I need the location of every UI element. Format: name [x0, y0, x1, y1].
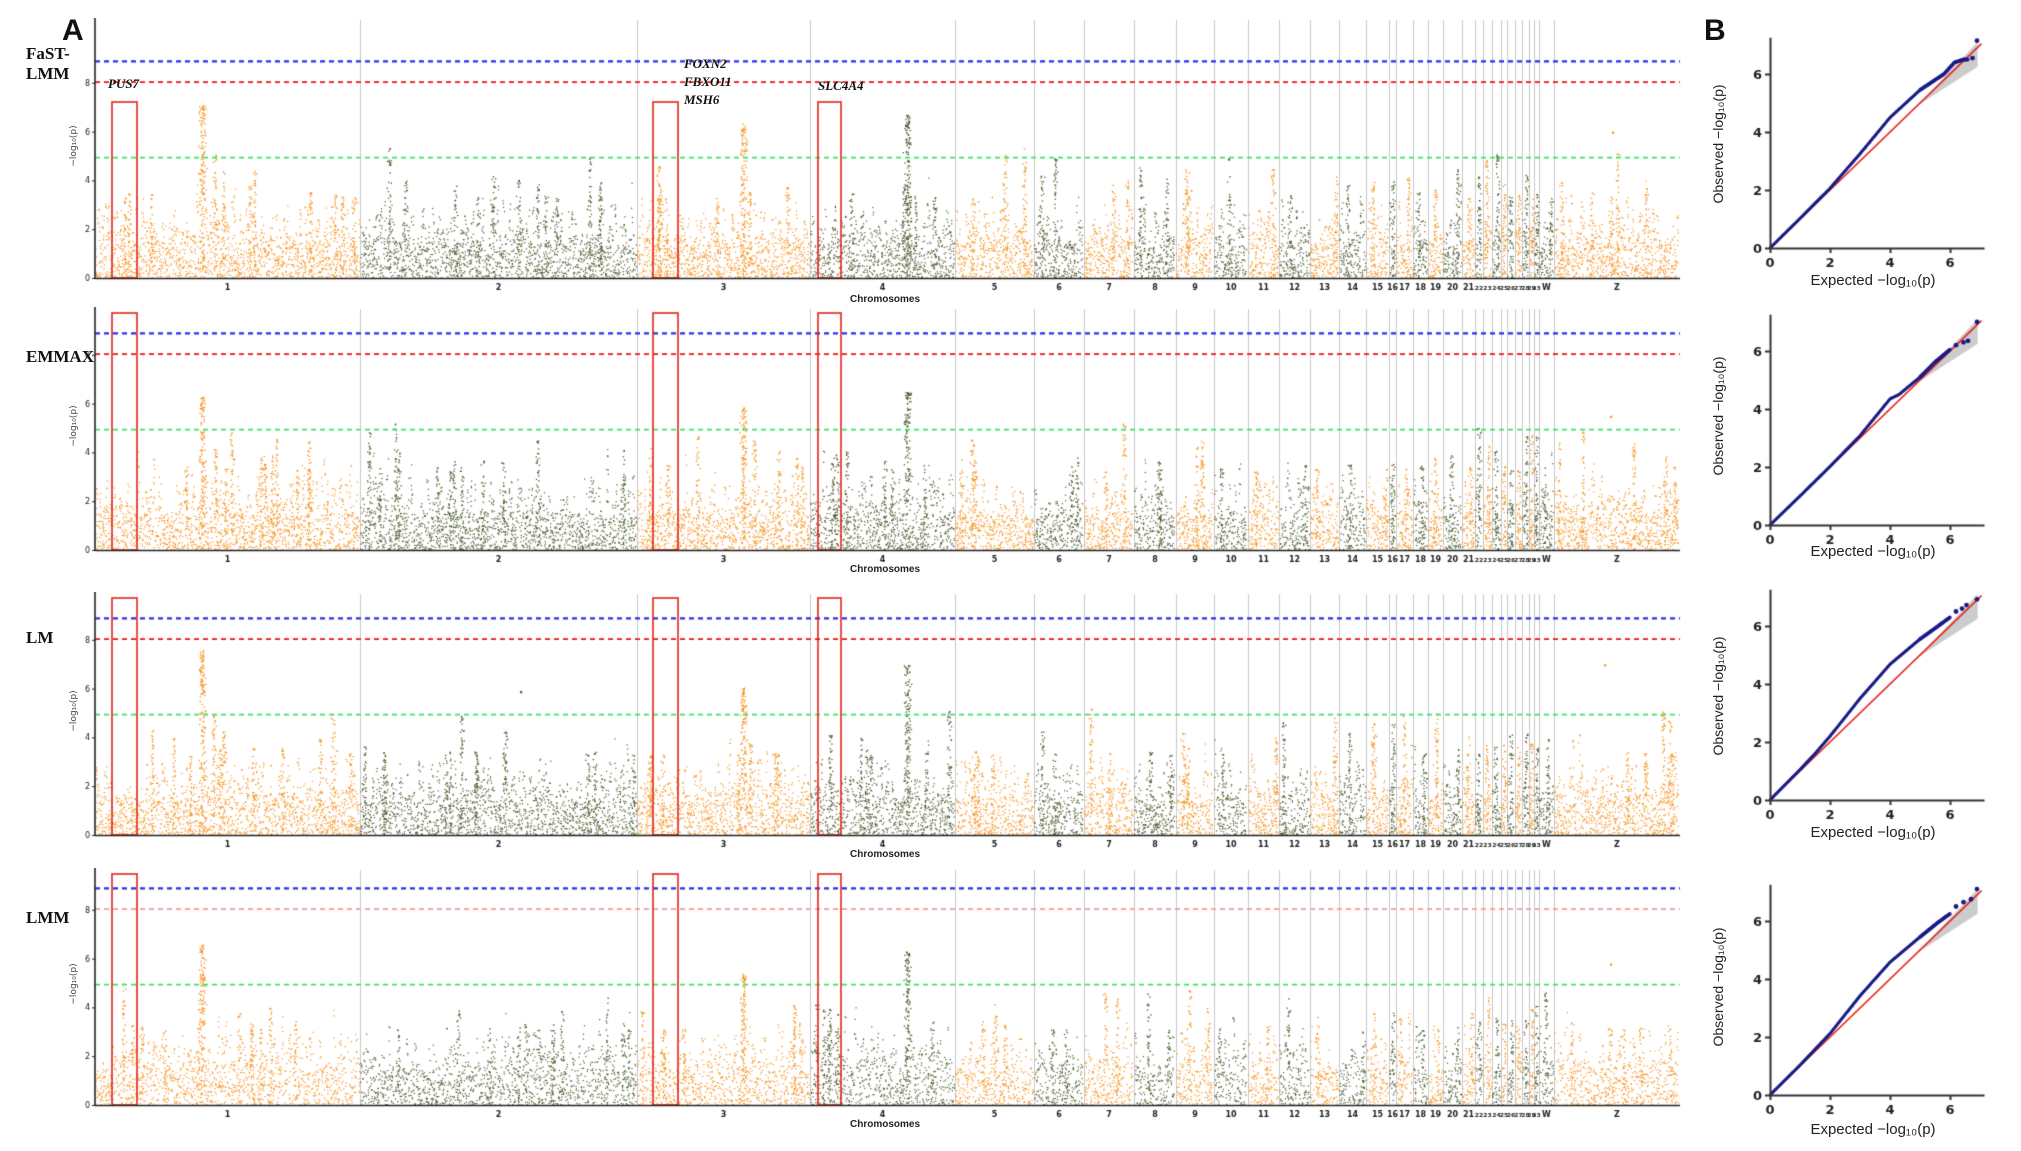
qq-y-axis-label-4: Observed −log₁₀(p)	[1710, 927, 1726, 1047]
gene-label-msh6: MSH6	[684, 92, 720, 107]
qq-plot-lm	[1700, 562, 2021, 865]
method-label-fast-lmm: FaST-LMM	[26, 44, 70, 83]
manhattan-x-axis-label-2: Chromosomes	[849, 564, 920, 575]
method-label-lm: LM	[26, 628, 54, 647]
qq-x-axis-label-3: Expected −log₁₀(p)	[1810, 824, 1936, 841]
manhattan-plot-lm	[78, 592, 1682, 869]
qq-y-axis-label-2: Observed −log₁₀(p)	[1710, 356, 1726, 476]
manhattan-x-axis-label-3: Chromosomes	[849, 849, 920, 860]
manhattan-x-axis-label-4: Chromosomes	[849, 1119, 920, 1130]
method-label-emmax: EMMAX	[26, 347, 94, 366]
qq-y-axis-label-1: Observed −log₁₀(p)	[1710, 84, 1726, 204]
qq-plot-fast-lmm	[1700, 10, 2021, 313]
method-label-lmm: LMM	[26, 908, 70, 927]
qq-x-axis-label-2: Expected −log₁₀(p)	[1810, 543, 1936, 560]
qq-x-axis-label-4: Expected −log₁₀(p)	[1810, 1121, 1936, 1138]
manhattan-x-axis-label-1: Chromosomes	[849, 294, 920, 305]
gene-label-pus7: PUS7	[108, 76, 140, 91]
gene-label-foxn2: FOXN2	[684, 56, 727, 71]
manhattan-plot-lmm	[78, 868, 1682, 1139]
qq-x-axis-label-1: Expected −log₁₀(p)	[1810, 272, 1936, 289]
gene-label-slc4a4: SLC4A4	[818, 78, 864, 93]
manhattan-plot-fast-lmm	[78, 18, 1682, 312]
qq-plot-lmm	[1700, 850, 2021, 1151]
manhattan-plot-emmax	[78, 307, 1682, 584]
gene-label-fbxo11: FBXO11	[684, 74, 732, 89]
qq-plot-emmax	[1700, 278, 2021, 590]
qq-y-axis-label-3: Observed −log₁₀(p)	[1710, 636, 1726, 756]
